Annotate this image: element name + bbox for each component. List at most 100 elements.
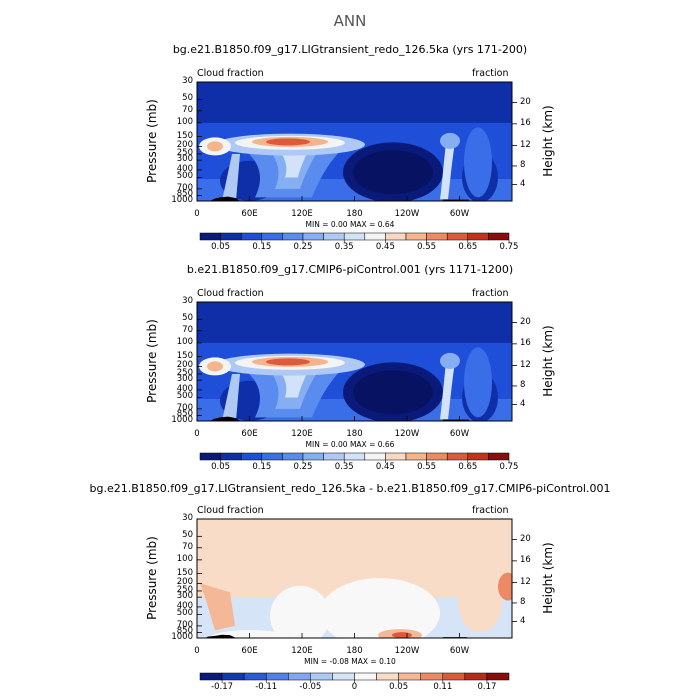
colorbar-label: 0.15 bbox=[252, 242, 272, 252]
colorbar-swatch bbox=[426, 232, 448, 241]
colorbar-swatch bbox=[364, 232, 386, 241]
x-tick-label: 120E bbox=[291, 209, 313, 219]
x-tick-label: 0 bbox=[194, 209, 200, 219]
left-label: Cloud fraction bbox=[197, 288, 264, 299]
y-tick-label: 850 bbox=[176, 189, 193, 200]
colorbar-label: 0.25 bbox=[293, 462, 313, 472]
colorbar bbox=[199, 452, 510, 463]
right-label: fraction bbox=[472, 68, 509, 79]
colorbar-swatch bbox=[426, 452, 448, 461]
colorbar-swatch bbox=[405, 452, 427, 461]
colorbar-swatch bbox=[323, 232, 345, 241]
x-tick-label: 60W bbox=[449, 209, 470, 219]
x-tick-label: 120W bbox=[394, 209, 420, 219]
colorbar-label: 0.65 bbox=[458, 462, 478, 472]
colorbar-swatch bbox=[199, 232, 221, 241]
y-tick-label: 1000 bbox=[171, 195, 193, 205]
colorbar-label: -0.17 bbox=[211, 682, 234, 692]
colorbar-label: 0.35 bbox=[334, 462, 354, 472]
y2-tick-label: 8 bbox=[520, 379, 526, 390]
y-tick-label: 700 bbox=[176, 402, 193, 413]
colorbar-swatch bbox=[240, 232, 263, 241]
colorbar-swatch bbox=[354, 672, 377, 681]
x-tick-label: 180 bbox=[346, 429, 363, 439]
colorbar-swatch bbox=[332, 672, 355, 681]
colorbar-swatch bbox=[467, 452, 489, 461]
x-tick-label: 180 bbox=[346, 646, 363, 656]
colorbar-swatch bbox=[385, 452, 407, 461]
y2-tick-label: 8 bbox=[520, 159, 526, 170]
y-tick-label: 100 bbox=[176, 553, 193, 564]
colorbar-swatch bbox=[405, 232, 427, 241]
colorbar-label: 0.75 bbox=[499, 462, 519, 472]
y2-tick-label: 16 bbox=[520, 117, 531, 128]
colorbar-swatch bbox=[243, 672, 267, 681]
y-tick-label: 70 bbox=[182, 324, 193, 335]
x-tick-label: 120W bbox=[394, 646, 420, 656]
y-tick-label: 1000 bbox=[171, 632, 193, 642]
colorbar-swatch bbox=[486, 672, 510, 681]
colorbar-label: -0.11 bbox=[255, 682, 278, 692]
colorbar-swatch bbox=[323, 452, 345, 461]
panel-title: b.e21.B1850.f09_g17.CMIP6-piControl.001 … bbox=[186, 263, 514, 276]
colorbar-swatch bbox=[385, 232, 407, 241]
colorbar-label: 0.11 bbox=[433, 682, 453, 692]
x-tick-label: 60E bbox=[241, 429, 258, 439]
y2-tick-label: 20 bbox=[520, 96, 531, 107]
y2-tick-label: 12 bbox=[520, 139, 531, 150]
y-tick-label: 150 bbox=[176, 350, 193, 361]
colorbar-swatch bbox=[488, 232, 510, 241]
colorbar-label: 0.17 bbox=[477, 682, 497, 692]
left-label: Cloud fraction bbox=[197, 505, 264, 516]
right-label: fraction bbox=[472, 288, 509, 299]
y-tick-label: 30 bbox=[182, 76, 193, 86]
colorbar-label: 0.05 bbox=[389, 682, 409, 692]
y-tick-label: 100 bbox=[176, 116, 193, 127]
colorbar-swatch bbox=[302, 452, 324, 461]
colorbar-swatch bbox=[240, 452, 263, 461]
y-tick-label: 700 bbox=[176, 182, 193, 193]
colorbar-swatch bbox=[343, 232, 366, 241]
colorbar-swatch bbox=[261, 452, 283, 461]
y-tick-label: 30 bbox=[182, 513, 193, 523]
panel-title: bg.e21.B1850.f09_g17.LIGtransient_redo_1… bbox=[172, 43, 528, 56]
colorbar-swatch bbox=[464, 672, 488, 681]
y-tick-label: 250 bbox=[176, 147, 193, 158]
colorbar-swatch bbox=[302, 232, 324, 241]
colorbar-swatch bbox=[282, 232, 304, 241]
figure-title: ANN bbox=[333, 12, 367, 30]
colorbar-label: 0.35 bbox=[334, 242, 354, 252]
y-tick-label: 150 bbox=[176, 130, 193, 141]
y-tick-label: 400 bbox=[176, 600, 193, 611]
y-tick-label: 400 bbox=[176, 163, 193, 174]
colorbar-swatch bbox=[220, 452, 242, 461]
min-max-label: MIN = 0.00 MAX = 0.66 bbox=[305, 440, 395, 449]
colorbar-swatch bbox=[446, 232, 469, 241]
y-tick-label: 30 bbox=[182, 296, 193, 306]
colorbar-label: 0.45 bbox=[375, 242, 395, 252]
y-tick-label: 50 bbox=[182, 93, 193, 104]
y2-tick-label: 16 bbox=[520, 337, 531, 348]
x-tick-label: 60W bbox=[449, 646, 470, 656]
colorbar-swatch bbox=[288, 672, 311, 681]
x-tick-label: 120E bbox=[291, 646, 313, 656]
y-tick-label: 100 bbox=[176, 336, 193, 347]
colorbar-label: -0.05 bbox=[299, 682, 322, 692]
panel-2 bbox=[196, 301, 517, 422]
colorbar-swatch bbox=[261, 232, 283, 241]
x-tick-label: 60W bbox=[449, 429, 470, 439]
panel-3 bbox=[196, 518, 517, 639]
y-tick-label: 300 bbox=[176, 374, 193, 385]
y-tick-label: 300 bbox=[176, 154, 193, 165]
x-tick-label: 180 bbox=[346, 209, 363, 219]
y2-tick-label: 20 bbox=[520, 533, 531, 544]
y-tick-label: 200 bbox=[176, 140, 193, 151]
colorbar-swatch bbox=[467, 232, 489, 241]
x-tick-label: 60E bbox=[241, 646, 258, 656]
x-tick-label: 0 bbox=[194, 429, 200, 439]
colorbar-label: 0.65 bbox=[458, 242, 478, 252]
y-tick-label: 300 bbox=[176, 591, 193, 602]
colorbar-label: 0.15 bbox=[252, 462, 272, 472]
y-tick-label: 50 bbox=[182, 313, 193, 324]
y-tick-label: 250 bbox=[176, 584, 193, 595]
